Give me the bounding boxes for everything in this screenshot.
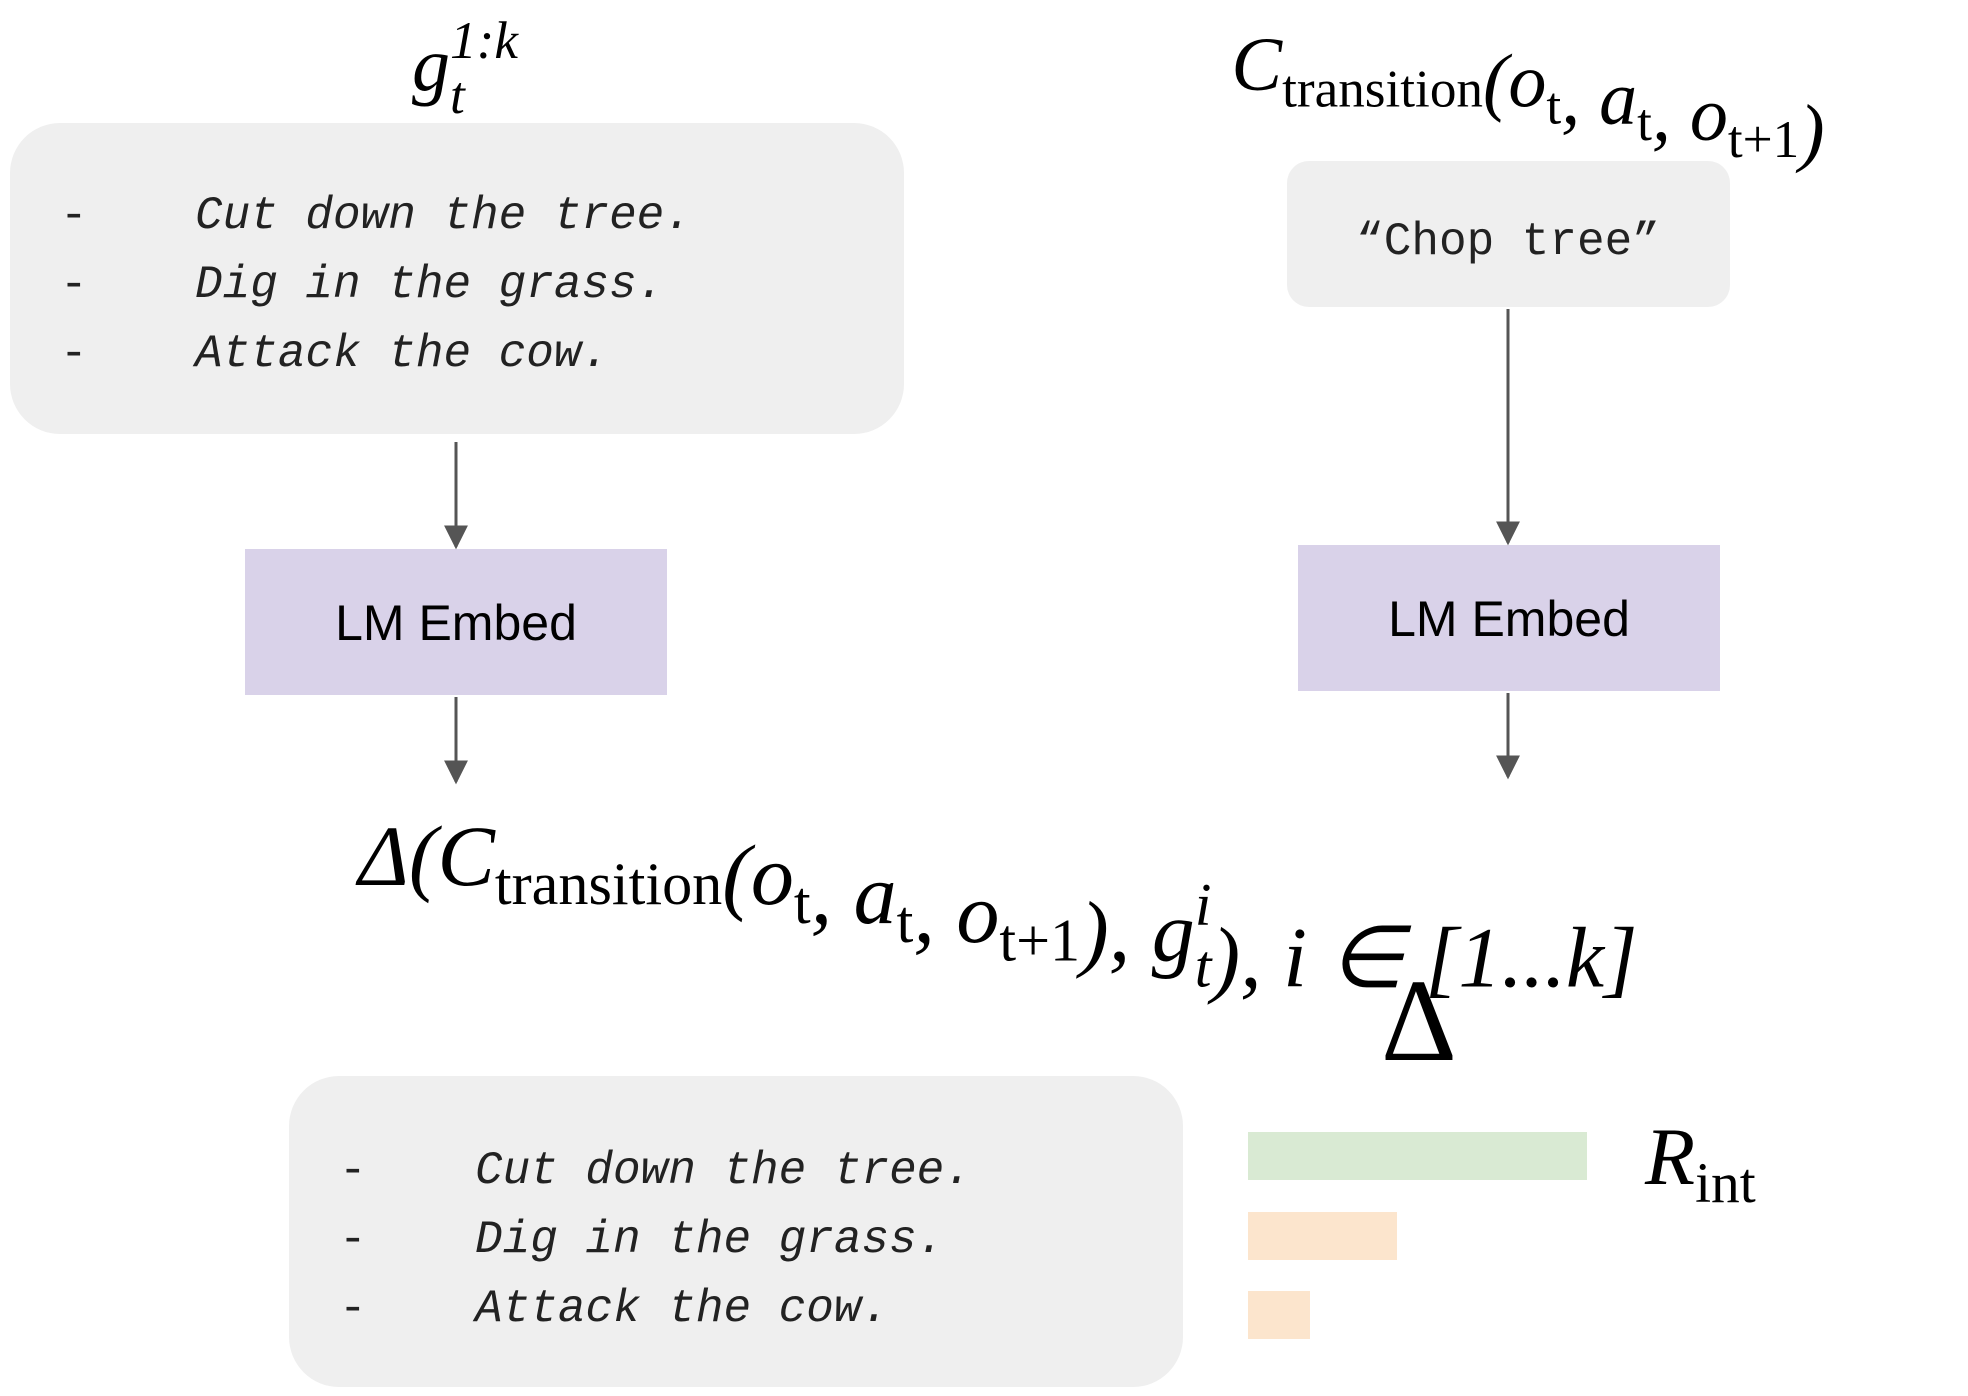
reward-label: Rint bbox=[1644, 1111, 1756, 1215]
math-sub: t bbox=[1546, 76, 1561, 135]
embed-label: LM Embed bbox=[1388, 591, 1630, 647]
bullet: - bbox=[60, 190, 88, 242]
bullet: - bbox=[60, 259, 88, 311]
goals-label: g1:k t bbox=[412, 11, 519, 125]
goals-box bbox=[10, 123, 904, 434]
math-sub: transition bbox=[495, 851, 722, 918]
list-item: Dig in the grass. bbox=[475, 1214, 944, 1266]
math-sub: t bbox=[450, 66, 466, 125]
math-text: R bbox=[1644, 1111, 1695, 1202]
similarity-formula: Δ(Ctransition(ot, at, ot+1), gi t), i ∈ [… bbox=[355, 808, 1637, 1005]
embed-node bbox=[245, 549, 667, 695]
list-item: Cut down the tree. bbox=[475, 1145, 972, 1197]
caption-box bbox=[1287, 161, 1730, 307]
list-item: Attack the cow. bbox=[192, 328, 609, 380]
bullet: - bbox=[60, 328, 88, 380]
math-text: C bbox=[1231, 23, 1283, 107]
ranked-box bbox=[289, 1076, 1183, 1387]
list-item: Attack the cow. bbox=[472, 1283, 889, 1335]
bullet: - bbox=[339, 1214, 367, 1266]
math-sub: transition bbox=[1282, 60, 1483, 119]
math-text: , o bbox=[913, 865, 999, 961]
score-bar bbox=[1248, 1132, 1587, 1180]
list-item: Dig in the grass. bbox=[195, 259, 664, 311]
math-sup: i bbox=[1195, 872, 1212, 939]
math-sub: t+1 bbox=[1728, 110, 1799, 169]
math-sub: t bbox=[1637, 93, 1652, 152]
math-sub: t bbox=[897, 889, 914, 956]
math-text: (o bbox=[722, 827, 794, 923]
delta-label: Δ bbox=[1381, 955, 1457, 1086]
list-item: Cut down the tree. bbox=[195, 190, 692, 242]
math-text: Δ(C bbox=[355, 808, 496, 904]
caption-text: “Chop tree” bbox=[1356, 216, 1660, 268]
math-sub: int bbox=[1695, 1152, 1756, 1215]
math-text: , o bbox=[1652, 73, 1728, 157]
math-sup: 1:k bbox=[450, 11, 519, 70]
embed-node bbox=[1298, 545, 1720, 691]
score-bar bbox=[1248, 1212, 1397, 1260]
score-bar bbox=[1248, 1291, 1310, 1339]
math-text: , a bbox=[1561, 56, 1637, 140]
math-text: ), g bbox=[1075, 884, 1195, 980]
math-text: (o bbox=[1483, 40, 1546, 124]
math-text: g bbox=[412, 23, 450, 107]
math-text: , a bbox=[811, 846, 897, 942]
math-sub: t bbox=[1195, 933, 1213, 1000]
transition-label: Ctransition(ot, at, ot+1) bbox=[1231, 23, 1824, 174]
math-sub: t+1 bbox=[999, 908, 1080, 975]
bullet: - bbox=[339, 1145, 367, 1197]
bullet: - bbox=[339, 1283, 367, 1335]
math-text: ) bbox=[1795, 90, 1824, 174]
math-text: ), i ∈ [1...k] bbox=[1207, 909, 1638, 1005]
embed-label: LM Embed bbox=[335, 595, 577, 651]
math-sub: t bbox=[794, 870, 811, 937]
